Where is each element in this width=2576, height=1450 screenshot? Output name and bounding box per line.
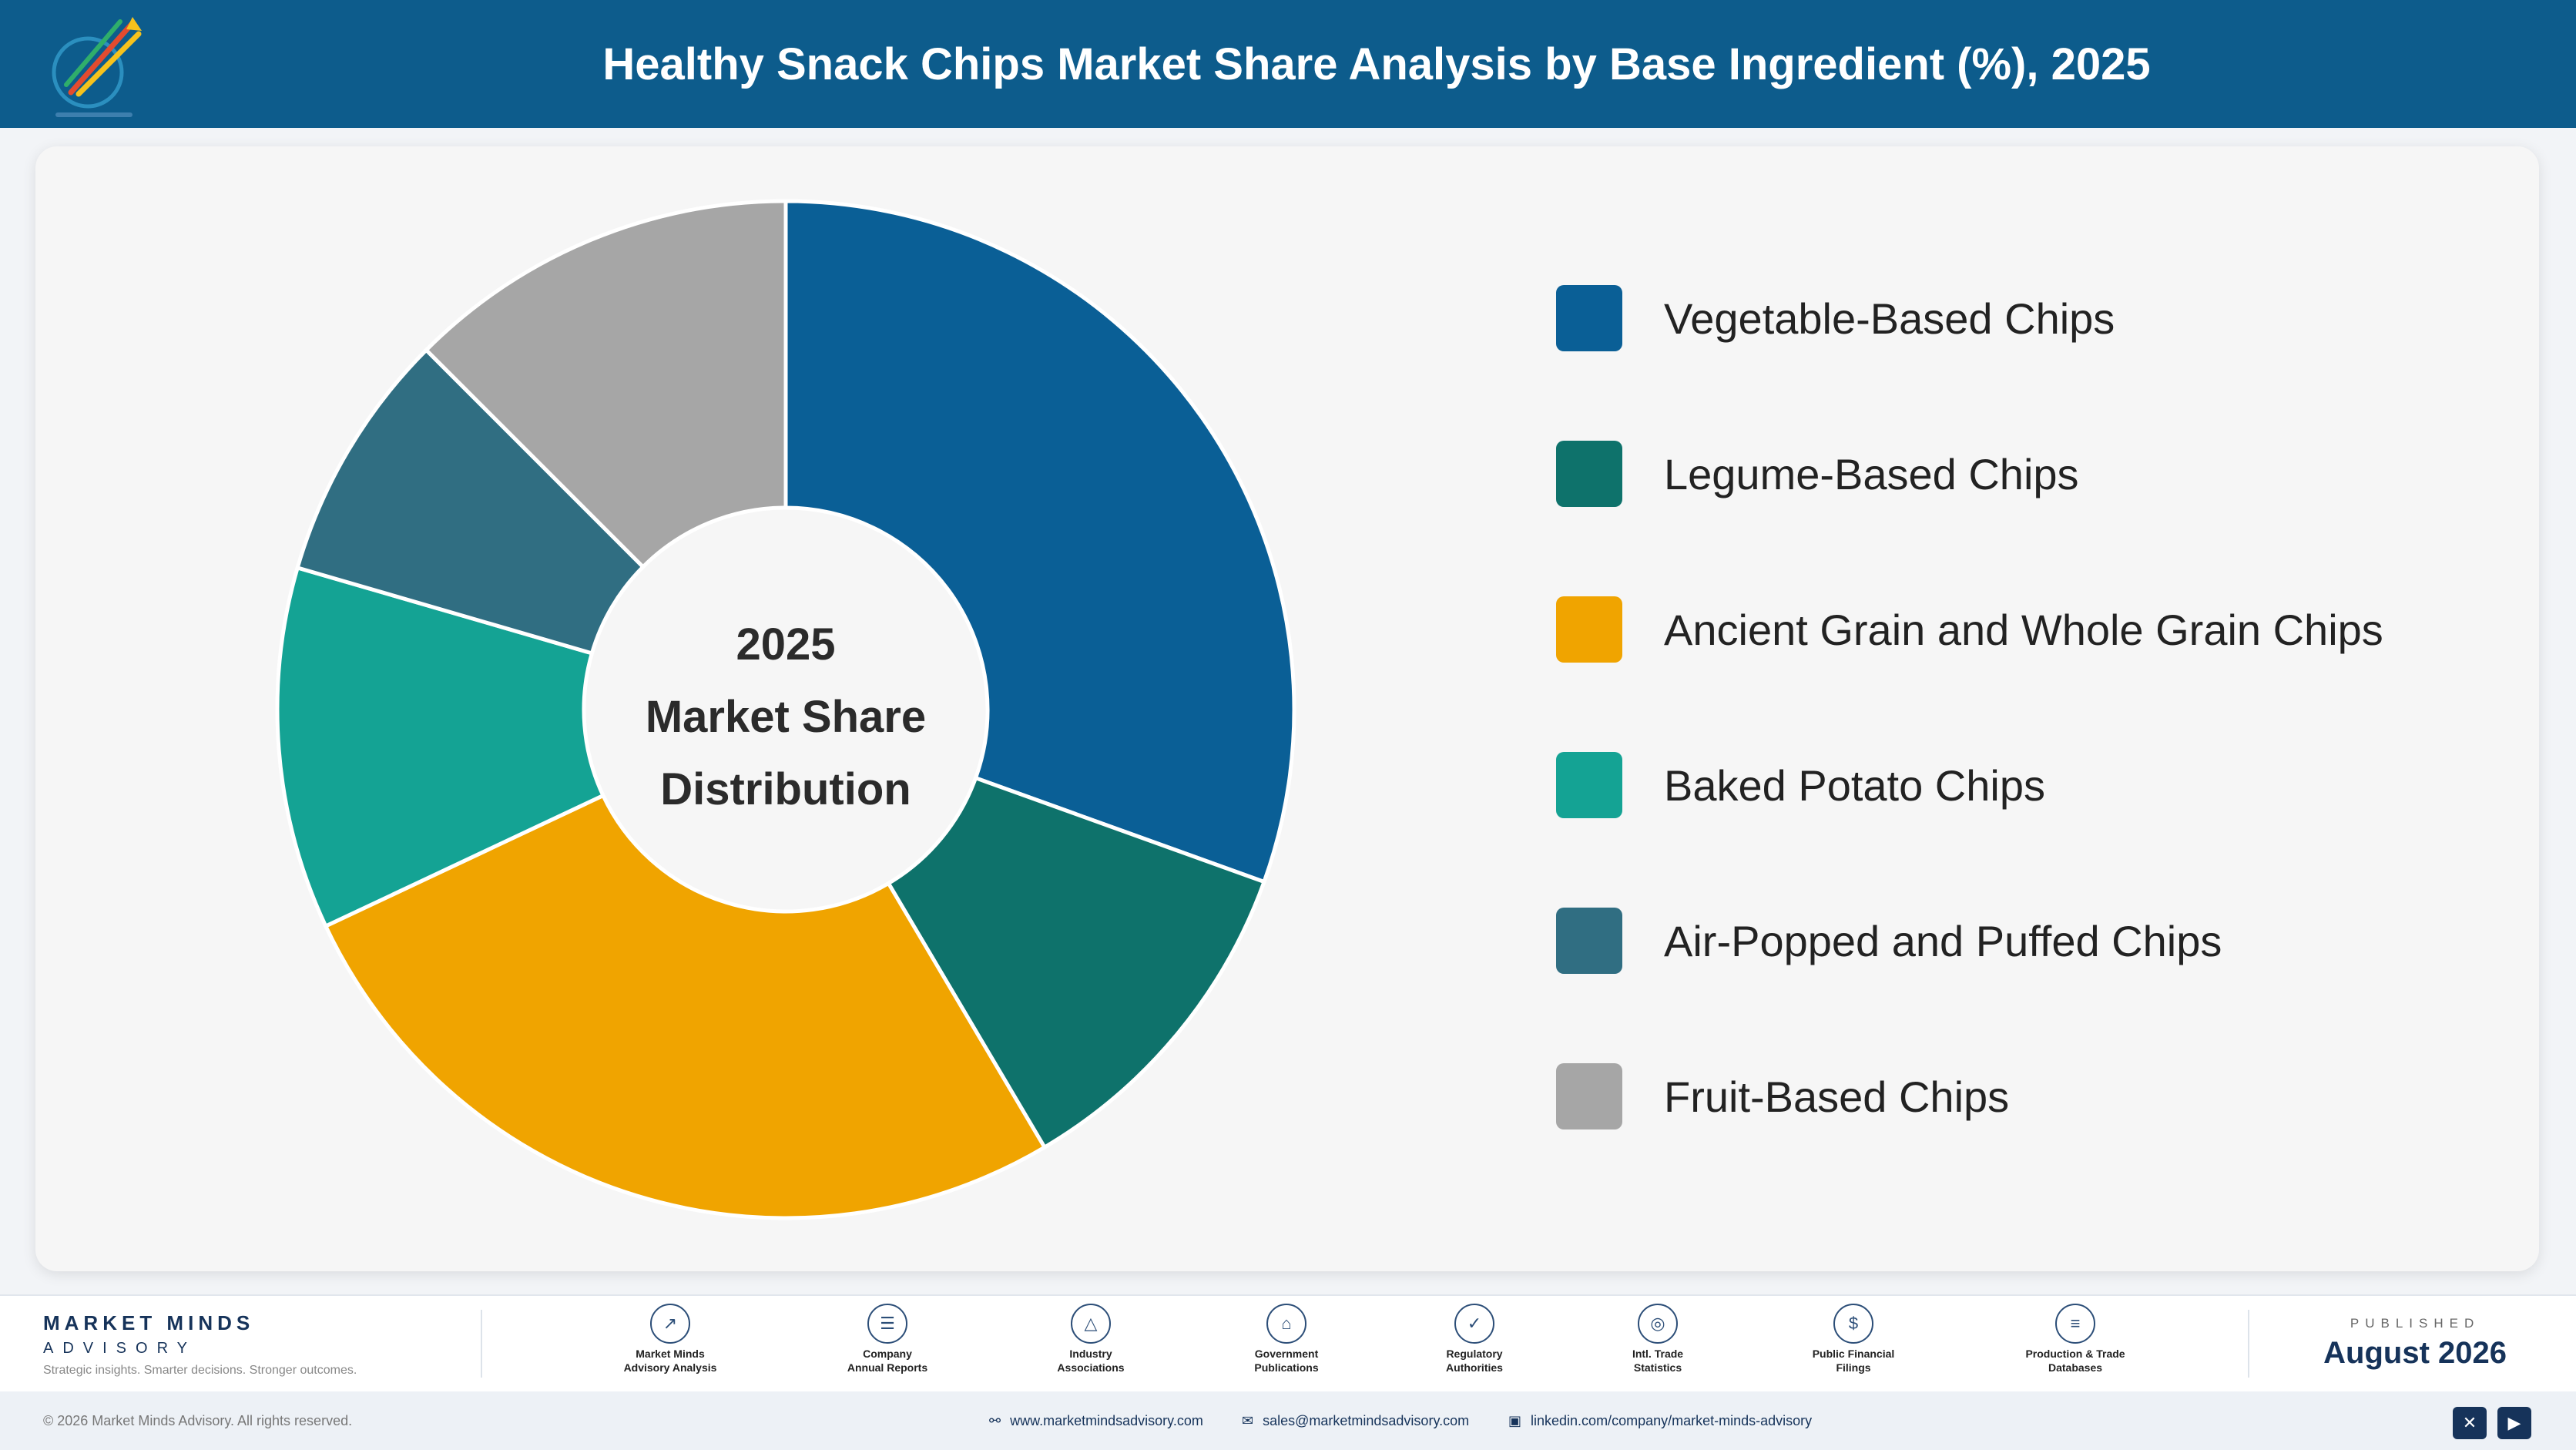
legend-label: Ancient Grain and Whole Grain Chips: [1664, 605, 2383, 654]
published-block: PUBLISHED August 2026: [2323, 1316, 2507, 1371]
center-line-distribution: Distribution: [660, 764, 911, 814]
source-item: △ Industry Associations: [1006, 1304, 1176, 1374]
government-building-icon: ⌂: [1266, 1304, 1306, 1344]
source-item: ✓ Regulatory Authorities: [1390, 1304, 1559, 1374]
published-date: August 2026: [2323, 1336, 2507, 1370]
database-icon: ≡: [2055, 1304, 2095, 1344]
brand-subtitle: ADVISORY: [43, 1340, 196, 1357]
x-icon[interactable]: ✕: [2453, 1407, 2487, 1439]
website-text[interactable]: www.marketmindsadvisory.com: [1010, 1413, 1203, 1428]
brand-name: MARKET MINDS: [43, 1311, 255, 1334]
source-item: ◎ Intl. Trade Statistics: [1573, 1304, 1742, 1374]
trend-chart-icon: ↗: [650, 1304, 690, 1344]
legend-swatch: [1556, 752, 1622, 818]
center-line-market-share: Market Share: [645, 692, 927, 742]
email-link[interactable]: ✉ sales@marketmindsadvisory.com: [1242, 1391, 1469, 1450]
copyright-text: © 2026 Market Minds Advisory. All rights…: [43, 1413, 353, 1428]
legend-swatch: [1556, 596, 1622, 663]
legend-swatch: [1556, 441, 1622, 507]
legend-item[interactable]: Vegetable-Based Chips: [1556, 285, 2383, 351]
document-icon: ☰: [867, 1304, 907, 1344]
legend-item[interactable]: Fruit-Based Chips: [1556, 1063, 2383, 1129]
published-label: PUBLISHED: [2350, 1316, 2480, 1331]
donut-slice-air-popped-and-puffed-chips[interactable]: [295, 347, 646, 656]
source-label-line1: Company: [863, 1348, 912, 1360]
rocket-logo-icon[interactable]: [40, 8, 148, 123]
donut-center-label: 2025 Market Share Distribution: [593, 609, 978, 826]
legend-label: Air-Popped and Puffed Chips: [1664, 916, 2222, 965]
center-year: 2025: [736, 619, 836, 670]
legend-label: Legume-Based Chips: [1664, 449, 2079, 498]
source-label-line2: Publications: [1254, 1361, 1319, 1374]
donut-slice-vegetable-based-chips[interactable]: [783, 199, 1296, 884]
source-label-line1: Government: [1254, 1348, 1319, 1360]
source-label-line1: Public Financial: [1812, 1348, 1895, 1360]
legend-label: Baked Potato Chips: [1664, 760, 2045, 810]
source-label-line1: Market Minds: [636, 1348, 705, 1360]
youtube-icon[interactable]: ▶: [2497, 1407, 2531, 1439]
globe-icon: ◎: [1638, 1304, 1678, 1344]
donut-slice-legume-based-chips[interactable]: [885, 775, 1267, 1150]
footer-divider: [2248, 1310, 2249, 1378]
source-item: ↗ Market Minds Advisory Analysis: [585, 1304, 755, 1374]
data-sources: ↗ Market Minds Advisory Analysis ☰ Company An…: [555, 1304, 2257, 1388]
legend-item[interactable]: Ancient Grain and Whole Grain Chips: [1556, 596, 2383, 663]
source-item: ⌂ Government Publications: [1202, 1304, 1371, 1374]
header-bar: Healthy Snack Chips Market Share Analysi…: [0, 0, 2576, 128]
source-item: ☰ Company Annual Reports: [803, 1304, 972, 1374]
footer-divider: [481, 1310, 482, 1378]
network-icon: △: [1071, 1304, 1111, 1344]
legend-item[interactable]: Baked Potato Chips: [1556, 752, 2383, 818]
email-text[interactable]: sales@marketmindsadvisory.com: [1263, 1413, 1470, 1428]
source-label-line2: Annual Reports: [847, 1361, 928, 1374]
legend-swatch: [1556, 908, 1622, 974]
brand-tagline: Strategic insights. Smarter decisions. S…: [43, 1364, 357, 1377]
source-label-line2: Authorities: [1446, 1361, 1503, 1374]
dollar-coin-icon: $: [1833, 1304, 1873, 1344]
shield-check-icon: ✓: [1454, 1304, 1494, 1344]
legend-swatch: [1556, 1063, 1622, 1129]
source-item: $ Public Financial Filings: [1769, 1304, 1938, 1374]
bottom-bar: © 2026 Market Minds Advisory. All rights…: [0, 1391, 2576, 1450]
footer: MARKET MINDS ADVISORY Strategic insights…: [0, 1294, 2576, 1391]
source-item: ≡ Production & Trade Databases: [1991, 1304, 2160, 1374]
envelope-icon: ✉: [1242, 1413, 1254, 1428]
source-label-line2: Statistics: [1633, 1361, 1682, 1374]
donut-slice-ancient-grain-and-whole-grain-chips[interactable]: [323, 793, 1048, 1220]
source-label-line1: Regulatory: [1446, 1348, 1503, 1360]
donut-slice-baked-potato-chips[interactable]: [275, 565, 606, 929]
source-label-line1: Intl. Trade: [1632, 1348, 1684, 1360]
source-label-line2: Databases: [2048, 1361, 2103, 1374]
chart-legend: Vegetable-Based Chips Legume-Based Chips A…: [1556, 285, 2383, 1219]
linkedin-icon: ▣: [1508, 1413, 1522, 1428]
source-label-line2: Filings: [1836, 1361, 1871, 1374]
legend-label: Fruit-Based Chips: [1664, 1072, 2010, 1121]
website-link[interactable]: ⚯ www.marketmindsadvisory.com: [989, 1391, 1203, 1450]
source-label-line2: Advisory Analysis: [623, 1361, 717, 1374]
legend-item[interactable]: Air-Popped and Puffed Chips: [1556, 908, 2383, 974]
page-title: Healthy Snack Chips Market Share Analysi…: [602, 39, 2151, 89]
source-label-line1: Production & Trade: [2025, 1348, 2125, 1360]
donut-slice-fruit-based-chips[interactable]: [423, 199, 788, 570]
legend-swatch: [1556, 285, 1622, 351]
legend-label: Vegetable-Based Chips: [1664, 294, 2115, 343]
globe-icon: ⚯: [989, 1413, 1001, 1428]
source-label-line2: Associations: [1057, 1361, 1125, 1374]
linkedin-link[interactable]: ▣ linkedin.com/company/market-minds-advis…: [1508, 1391, 1812, 1450]
source-label-line1: Industry: [1069, 1348, 1112, 1360]
linkedin-text[interactable]: linkedin.com/company/market-minds-adviso…: [1531, 1413, 1813, 1428]
legend-item[interactable]: Legume-Based Chips: [1556, 441, 2383, 507]
brand-block: MARKET MINDS ADVISORY Strategic insights…: [43, 1311, 357, 1378]
